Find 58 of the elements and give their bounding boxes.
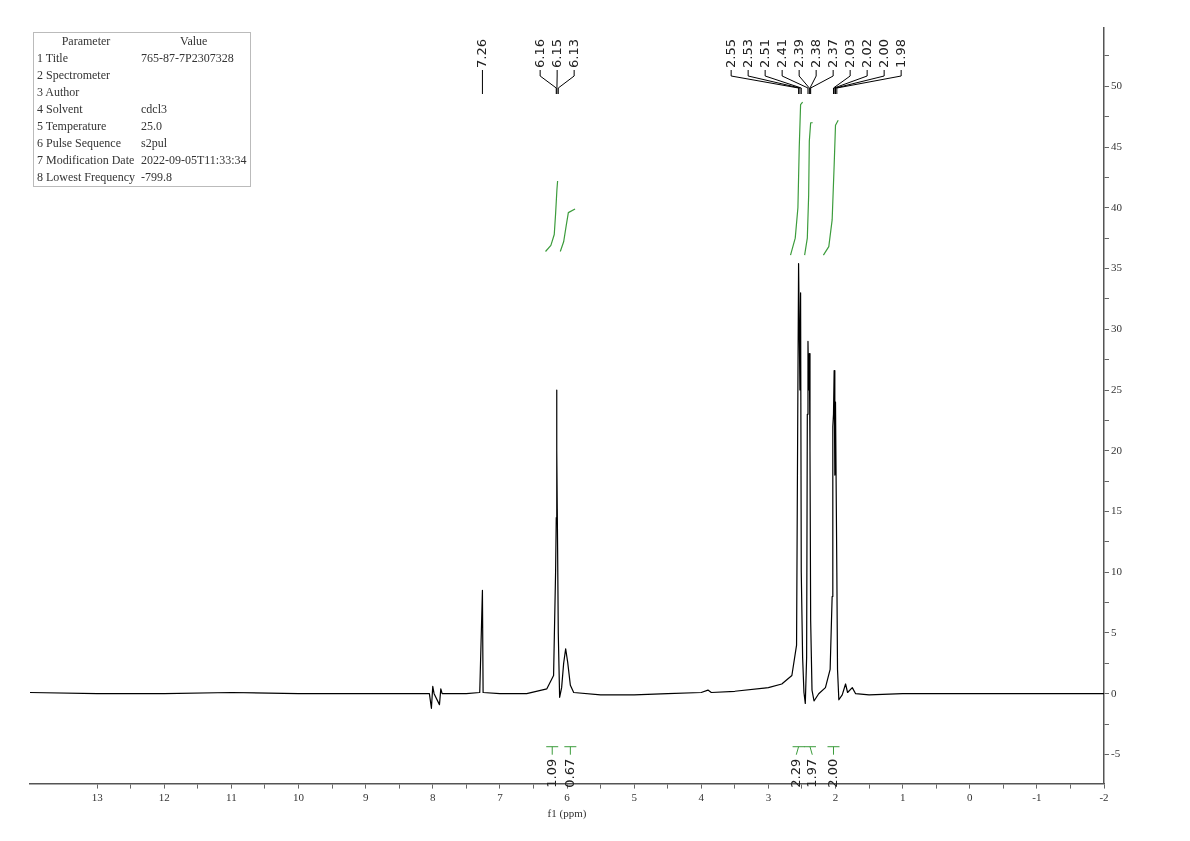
- annotation: 2.55: [722, 39, 738, 68]
- annotation: 2.51: [756, 39, 772, 68]
- y-tick-label: -5: [1111, 747, 1121, 760]
- text: 6 Pulse Sequence s2pul: [37, 136, 167, 150]
- annotation: 2.02: [858, 39, 874, 68]
- text: Parameter Value: [61, 34, 208, 48]
- annotation: 6.13: [565, 39, 581, 68]
- x-tick-label: 2: [832, 791, 839, 804]
- x-tick-label: -2: [1099, 791, 1109, 804]
- y-tick-label: 20: [1111, 443, 1123, 456]
- x-tick-label: 12: [158, 791, 170, 804]
- annotation: 2.37: [824, 39, 840, 68]
- y-tick-label: 30: [1111, 322, 1123, 335]
- annotation: 1.98: [892, 39, 908, 68]
- annotation: 6.15: [548, 39, 564, 68]
- text: 1 Title 765-87-7P2307328: [37, 51, 234, 65]
- y-tick-label: 5: [1111, 625, 1117, 638]
- annotation: 2.38: [807, 39, 823, 68]
- y-tick-label: 35: [1111, 261, 1123, 274]
- x-tick-label: 11: [226, 791, 237, 804]
- y-tick-label: 15: [1111, 504, 1123, 517]
- x-tick-label: 10: [293, 791, 305, 804]
- x-tick-label: 0: [967, 791, 973, 804]
- annotation: 2.00: [824, 758, 840, 788]
- x-tick-label: 5: [631, 791, 638, 804]
- text: 5 Temperature 25.0: [37, 119, 162, 133]
- annotation: 6.16: [531, 39, 547, 68]
- annotation: 2.39: [790, 39, 806, 68]
- x-tick-label: -1: [1032, 791, 1042, 804]
- annotation: 3 Author: [36, 84, 81, 101]
- x-tick-label: 4: [698, 791, 705, 804]
- annotation: 2 Spectrometer: [36, 67, 111, 84]
- annotation: 1.97: [803, 758, 819, 788]
- y-tick-label: 10: [1111, 565, 1123, 578]
- x-tick-label: 3: [765, 791, 772, 804]
- x-tick-label: 7: [497, 791, 504, 804]
- annotation: 8 Lowest Frequency -799.8: [36, 169, 173, 186]
- annotation: 2.00: [875, 39, 891, 68]
- y-tick-label: 45: [1111, 139, 1123, 152]
- annotation: 2.29: [787, 758, 803, 788]
- annotation: 7.26: [473, 39, 489, 68]
- y-tick-label: 50: [1111, 79, 1123, 92]
- y-tick-label: 0: [1111, 686, 1117, 699]
- annotation: 2.53: [739, 39, 755, 68]
- annotation: 7 Modification Date 2022-09-05T11:33:34: [36, 152, 248, 169]
- annotation: 2.41: [773, 39, 789, 68]
- x-tick-label: 6: [564, 791, 571, 804]
- x-axis-title: f1 (ppm): [547, 807, 587, 821]
- x-tick-label: 1: [899, 791, 906, 804]
- y-tick-label: 40: [1111, 200, 1123, 213]
- x-tick-label: 9: [362, 791, 369, 804]
- annotation: 1.09: [543, 758, 559, 788]
- x-tick-label: 8: [430, 791, 436, 804]
- annotation: 0.67: [561, 758, 577, 788]
- y-tick-label: 25: [1111, 382, 1123, 395]
- x-tick-label: 13: [91, 791, 104, 804]
- text: 4 Solvent cdcl3: [37, 102, 167, 116]
- annotation: 2.03: [841, 39, 857, 68]
